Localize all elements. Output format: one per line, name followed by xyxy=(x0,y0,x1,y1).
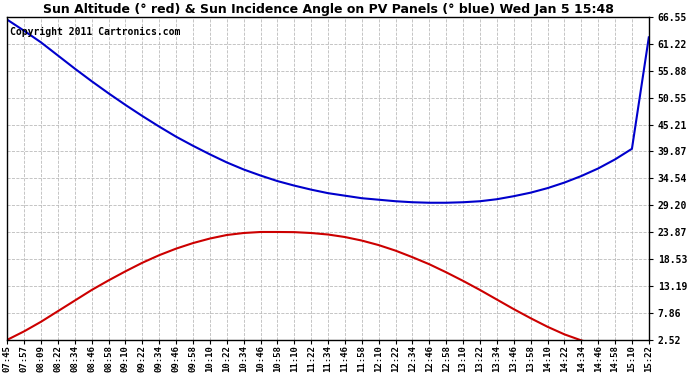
Text: Copyright 2011 Cartronics.com: Copyright 2011 Cartronics.com xyxy=(10,27,181,37)
Title: Sun Altitude (° red) & Sun Incidence Angle on PV Panels (° blue) Wed Jan 5 15:48: Sun Altitude (° red) & Sun Incidence Ang… xyxy=(43,3,613,16)
